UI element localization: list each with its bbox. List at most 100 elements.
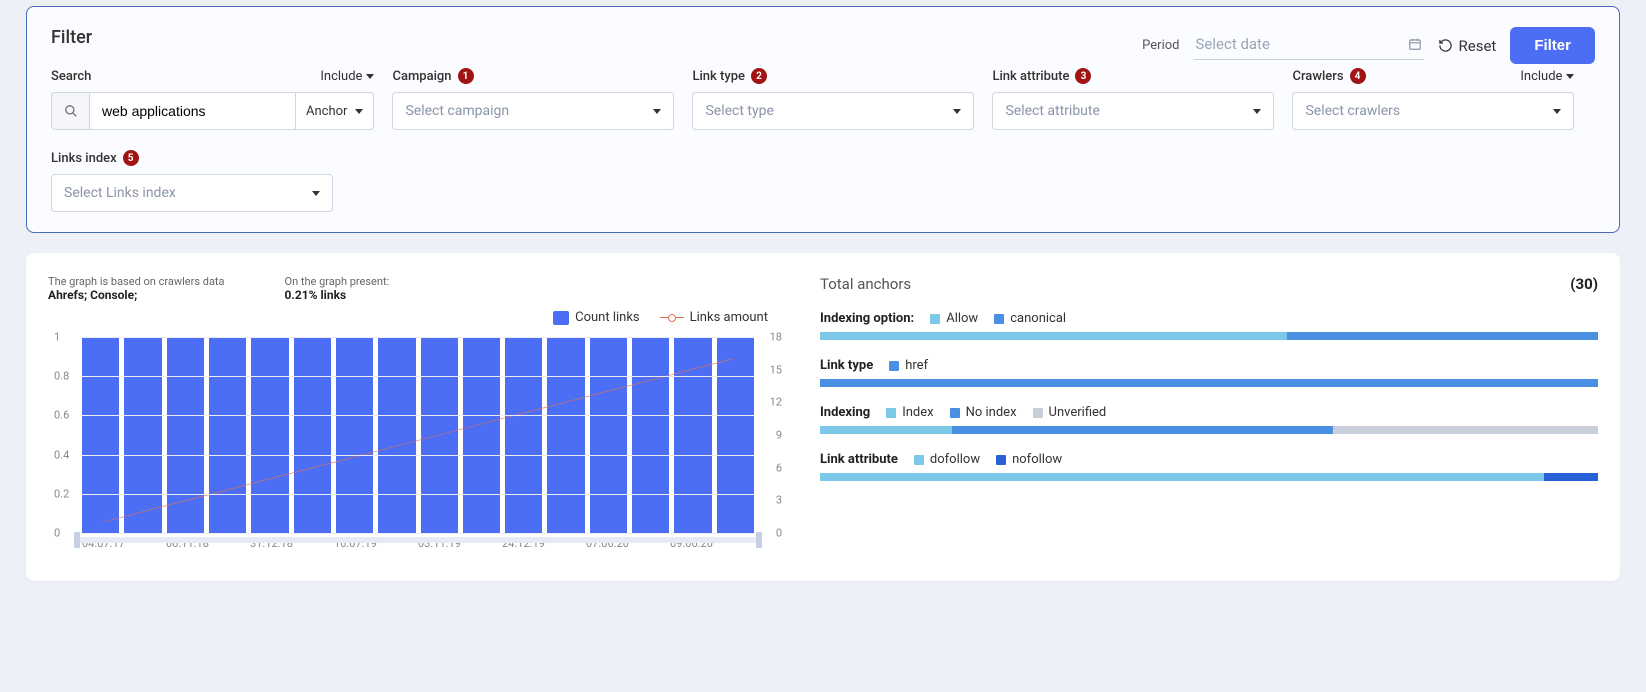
chart-bar — [251, 337, 288, 533]
chart-section: The graph is based on crawlers data Ahre… — [48, 275, 788, 559]
chart-area: 00.20.40.60.810369121518 04.07.17.06.11.… — [48, 329, 788, 559]
y-right-tick: 3 — [776, 494, 782, 507]
dashboard-panel: The graph is based on crawlers data Ahre… — [26, 253, 1620, 581]
link-type-label: Link type — [692, 69, 745, 84]
crawlers-badge: 4 — [1350, 68, 1366, 84]
stat-segment — [820, 332, 1287, 340]
stat-bar — [820, 473, 1598, 481]
legend-swatch — [886, 408, 896, 418]
legend-bars: Count links — [553, 310, 640, 325]
slider-handle-right[interactable] — [756, 532, 762, 548]
stat-segment — [820, 426, 952, 434]
legend-swatch — [914, 455, 924, 465]
campaign-select[interactable]: Select campaign — [392, 92, 674, 130]
stat-label: Link attribute — [820, 452, 898, 467]
campaign-label: Campaign — [392, 69, 451, 84]
chart-bar — [632, 337, 669, 533]
legend-item-label: canonical — [1010, 311, 1066, 326]
links-index-label: Links index — [51, 151, 117, 166]
chart-range-slider[interactable] — [76, 537, 760, 543]
y-left-tick: 0.4 — [54, 448, 69, 461]
campaign-badge: 1 — [458, 68, 474, 84]
y-right-tick: 0 — [776, 527, 782, 540]
filter-title: Filter — [51, 27, 92, 48]
search-label: Search — [51, 69, 91, 84]
chevron-down-icon — [1253, 109, 1261, 114]
chart-bar — [421, 337, 458, 533]
link-attribute-label: Link attribute — [992, 69, 1069, 84]
legend-swatch — [930, 314, 940, 324]
reset-button[interactable]: Reset — [1438, 37, 1497, 55]
anchors-section: Total anchors (30) Indexing option:Allow… — [820, 275, 1598, 559]
link-attribute-select[interactable]: Select attribute — [992, 92, 1274, 130]
y-left-tick: 0 — [54, 527, 60, 540]
field-search: Search Include Anchor — [51, 66, 374, 130]
legend-swatch — [950, 408, 960, 418]
anchors-count: (30) — [1570, 275, 1598, 293]
stat-segment — [1287, 332, 1598, 340]
filters-grid: Search Include Anchor Campaign 1 Select c… — [51, 66, 1595, 212]
field-crawlers: Crawlers 4 Include Select crawlers — [1292, 66, 1574, 130]
period-controls: Period Select date Reset Filter — [1142, 27, 1595, 64]
link-attribute-badge: 3 — [1075, 68, 1091, 84]
stat-row: IndexingIndexNo indexUnverified — [820, 405, 1598, 434]
legend-item-label: Index — [902, 405, 933, 420]
y-right-tick: 18 — [770, 331, 782, 344]
crawlers-label: Crawlers — [1292, 69, 1343, 84]
field-link-type: Link type 2 Select type — [692, 66, 974, 130]
date-input[interactable]: Select date — [1194, 31, 1424, 60]
links-index-badge: 5 — [123, 150, 139, 166]
chart-bar — [717, 337, 754, 533]
chart-bar — [505, 337, 542, 533]
legend-item-label: nofollow — [1012, 452, 1062, 467]
chart-bar — [547, 337, 584, 533]
stat-bar — [820, 426, 1598, 434]
stat-segment — [1544, 473, 1598, 481]
stat-row: Link typehref — [820, 358, 1598, 387]
chevron-down-icon — [312, 191, 320, 196]
stat-label: Indexing — [820, 405, 870, 420]
legend-swatch — [889, 361, 899, 371]
stat-label: Indexing option: — [820, 311, 914, 326]
stat-row: Link attributedofollownofollow — [820, 452, 1598, 481]
legend-item-label: href — [905, 358, 928, 373]
y-right-tick: 6 — [776, 461, 782, 474]
reset-icon — [1438, 38, 1453, 53]
anchors-title: Total anchors — [820, 275, 911, 293]
link-type-badge: 2 — [751, 68, 767, 84]
stat-row: Indexing option:Allowcanonical — [820, 311, 1598, 340]
search-icon — [64, 104, 78, 118]
chart-meta-source-top: The graph is based on crawlers data — [48, 275, 225, 288]
slider-handle-left[interactable] — [74, 532, 80, 548]
field-links-index: Links index 5 Select Links index — [51, 148, 333, 212]
chart-meta-source-bot: Ahrefs; Console; — [48, 288, 225, 302]
chart-bar — [463, 337, 500, 533]
chevron-down-icon — [355, 109, 363, 114]
y-left-tick: 0.8 — [54, 370, 69, 383]
chart-meta-present-bot: 0.21% links — [285, 288, 390, 302]
legend-swatch — [994, 314, 1004, 324]
chart-meta-present-top: On the graph present: — [285, 275, 390, 288]
legend-item-label: Unverified — [1049, 405, 1107, 420]
crawlers-select[interactable]: Select crawlers — [1292, 92, 1574, 130]
search-include-toggle[interactable]: Include — [320, 69, 374, 84]
filter-button[interactable]: Filter — [1510, 27, 1595, 64]
y-left-tick: 0.2 — [54, 487, 69, 500]
search-input[interactable] — [89, 92, 295, 130]
legend-swatch — [1033, 408, 1043, 418]
crawlers-include-toggle[interactable]: Include — [1520, 69, 1574, 84]
chart-bar — [82, 337, 119, 533]
link-type-select[interactable]: Select type — [692, 92, 974, 130]
field-link-attribute: Link attribute 3 Select attribute — [992, 66, 1274, 130]
reset-label: Reset — [1459, 37, 1497, 55]
stat-bar — [820, 332, 1598, 340]
links-index-select[interactable]: Select Links index — [51, 174, 333, 212]
search-anchor-dropdown[interactable]: Anchor — [295, 92, 374, 130]
stat-segment — [820, 379, 1598, 387]
chart-bar — [167, 337, 204, 533]
stat-bar — [820, 379, 1598, 387]
y-right-tick: 9 — [776, 429, 782, 442]
search-icon-box — [51, 92, 89, 130]
chevron-down-icon — [1553, 109, 1561, 114]
y-left-tick: 0.6 — [54, 409, 69, 422]
